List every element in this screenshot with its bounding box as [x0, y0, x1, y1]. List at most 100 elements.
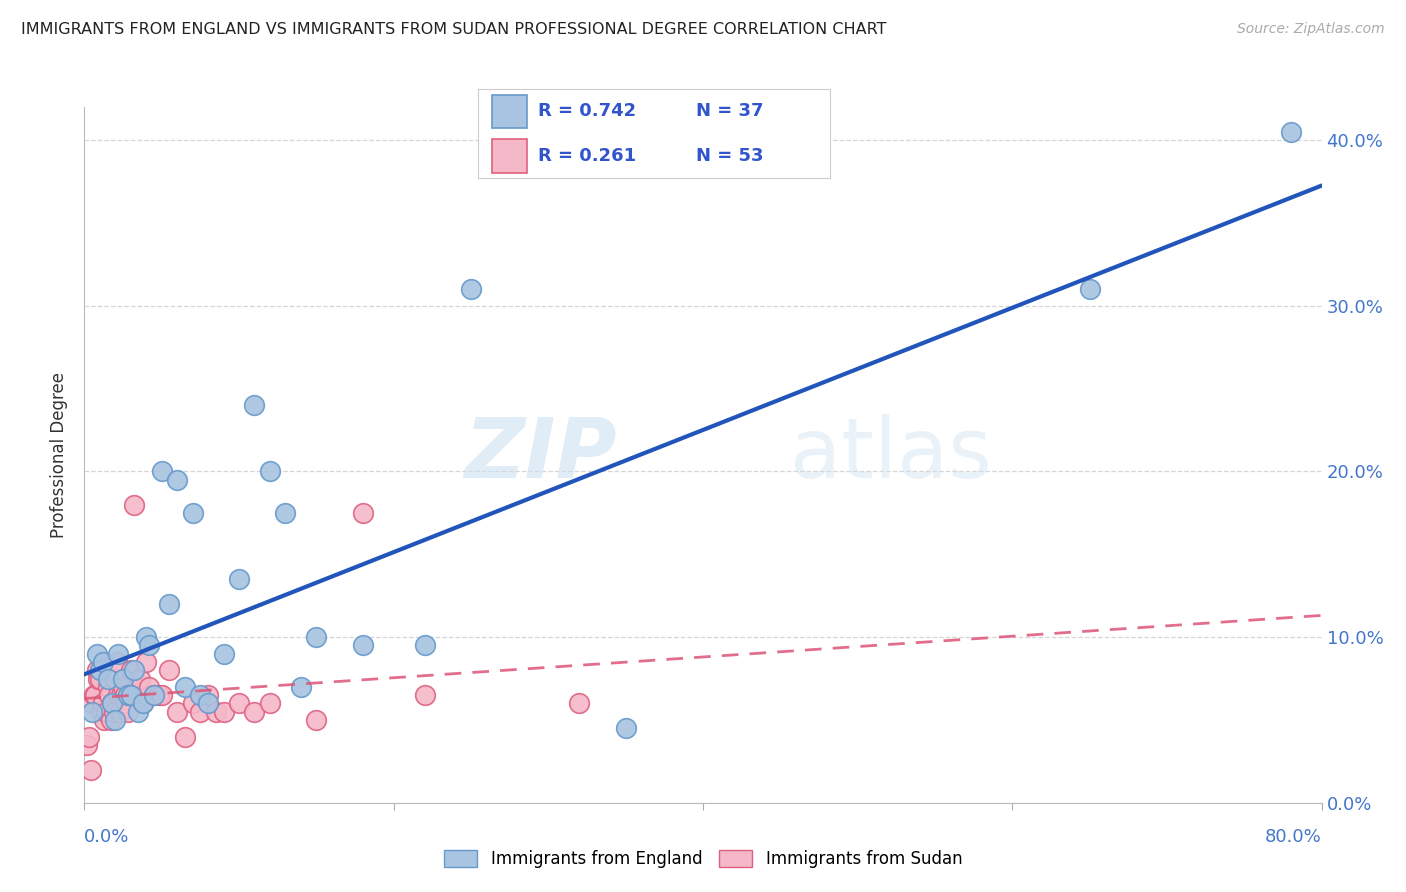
Point: [305, 630, 328, 644]
Point: [243, 705, 266, 719]
Point: [197, 688, 219, 702]
Point: [77, 730, 100, 744]
Point: [82, 697, 104, 711]
Point: [174, 730, 197, 744]
Point: [94, 705, 117, 719]
Point: [1078, 282, 1101, 296]
Point: [117, 688, 139, 702]
Point: [101, 697, 124, 711]
Point: [100, 713, 122, 727]
Point: [79, 763, 101, 777]
Point: [135, 630, 157, 644]
Point: [259, 465, 281, 479]
Point: [212, 647, 235, 661]
Point: [91, 697, 114, 711]
Point: [120, 688, 142, 702]
Point: [188, 688, 212, 702]
Text: 0.0%: 0.0%: [84, 828, 129, 846]
Point: [138, 680, 160, 694]
Point: [101, 697, 124, 711]
Point: [228, 697, 250, 711]
Point: [243, 398, 266, 412]
Point: [143, 688, 166, 702]
Point: [135, 655, 157, 669]
Point: [117, 705, 139, 719]
Y-axis label: Professional Degree: Professional Degree: [51, 372, 69, 538]
Text: ZIP: ZIP: [464, 415, 616, 495]
Point: [138, 639, 160, 653]
Point: [115, 697, 138, 711]
Point: [614, 721, 637, 735]
Point: [105, 655, 128, 669]
Point: [228, 572, 250, 586]
Point: [128, 705, 150, 719]
Point: [132, 697, 155, 711]
Text: N = 53: N = 53: [696, 147, 763, 165]
Point: [352, 639, 374, 653]
Point: [197, 697, 219, 711]
Point: [305, 713, 328, 727]
Point: [104, 672, 127, 686]
Point: [181, 506, 204, 520]
Point: [114, 688, 136, 702]
Point: [460, 282, 482, 296]
Point: [83, 688, 105, 702]
Point: [98, 688, 121, 702]
Point: [84, 688, 107, 702]
FancyBboxPatch shape: [492, 95, 527, 128]
Text: Source: ZipAtlas.com: Source: ZipAtlas.com: [1237, 22, 1385, 37]
Point: [274, 506, 297, 520]
Point: [129, 672, 152, 686]
Point: [86, 663, 108, 677]
Point: [89, 672, 111, 686]
Point: [259, 697, 281, 711]
Point: [110, 688, 132, 702]
Point: [97, 680, 120, 694]
Point: [103, 705, 125, 719]
Point: [159, 597, 181, 611]
Point: [112, 680, 135, 694]
FancyBboxPatch shape: [492, 139, 527, 173]
Point: [413, 639, 436, 653]
Point: [108, 705, 131, 719]
Text: N = 37: N = 37: [696, 103, 763, 120]
Point: [174, 680, 197, 694]
Text: atlas: atlas: [790, 415, 991, 495]
Point: [97, 672, 120, 686]
Point: [87, 672, 110, 686]
Point: [188, 705, 212, 719]
Point: [118, 688, 141, 702]
Point: [107, 647, 129, 661]
Point: [125, 680, 148, 694]
Point: [166, 705, 188, 719]
Text: 80.0%: 80.0%: [1265, 828, 1322, 846]
Point: [205, 705, 228, 719]
Point: [143, 688, 166, 702]
Point: [76, 738, 98, 752]
Point: [112, 672, 135, 686]
Point: [150, 465, 173, 479]
Text: R = 0.261: R = 0.261: [538, 147, 636, 165]
Text: R = 0.742: R = 0.742: [538, 103, 636, 120]
Point: [122, 498, 145, 512]
Point: [122, 663, 145, 677]
Point: [120, 663, 142, 677]
Point: [568, 697, 591, 711]
Legend: Immigrants from England, Immigrants from Sudan: Immigrants from England, Immigrants from…: [437, 843, 969, 875]
Point: [181, 697, 204, 711]
Point: [104, 713, 127, 727]
Point: [150, 688, 173, 702]
Point: [90, 705, 112, 719]
Point: [91, 655, 114, 669]
Point: [212, 705, 235, 719]
Point: [93, 713, 115, 727]
Point: [290, 680, 312, 694]
Point: [86, 647, 108, 661]
Text: IMMIGRANTS FROM ENGLAND VS IMMIGRANTS FROM SUDAN PROFESSIONAL DEGREE CORRELATION: IMMIGRANTS FROM ENGLAND VS IMMIGRANTS FR…: [21, 22, 887, 37]
Point: [1279, 125, 1302, 139]
Point: [159, 663, 181, 677]
Point: [352, 506, 374, 520]
Point: [132, 697, 155, 711]
Point: [82, 705, 104, 719]
Point: [148, 688, 170, 702]
